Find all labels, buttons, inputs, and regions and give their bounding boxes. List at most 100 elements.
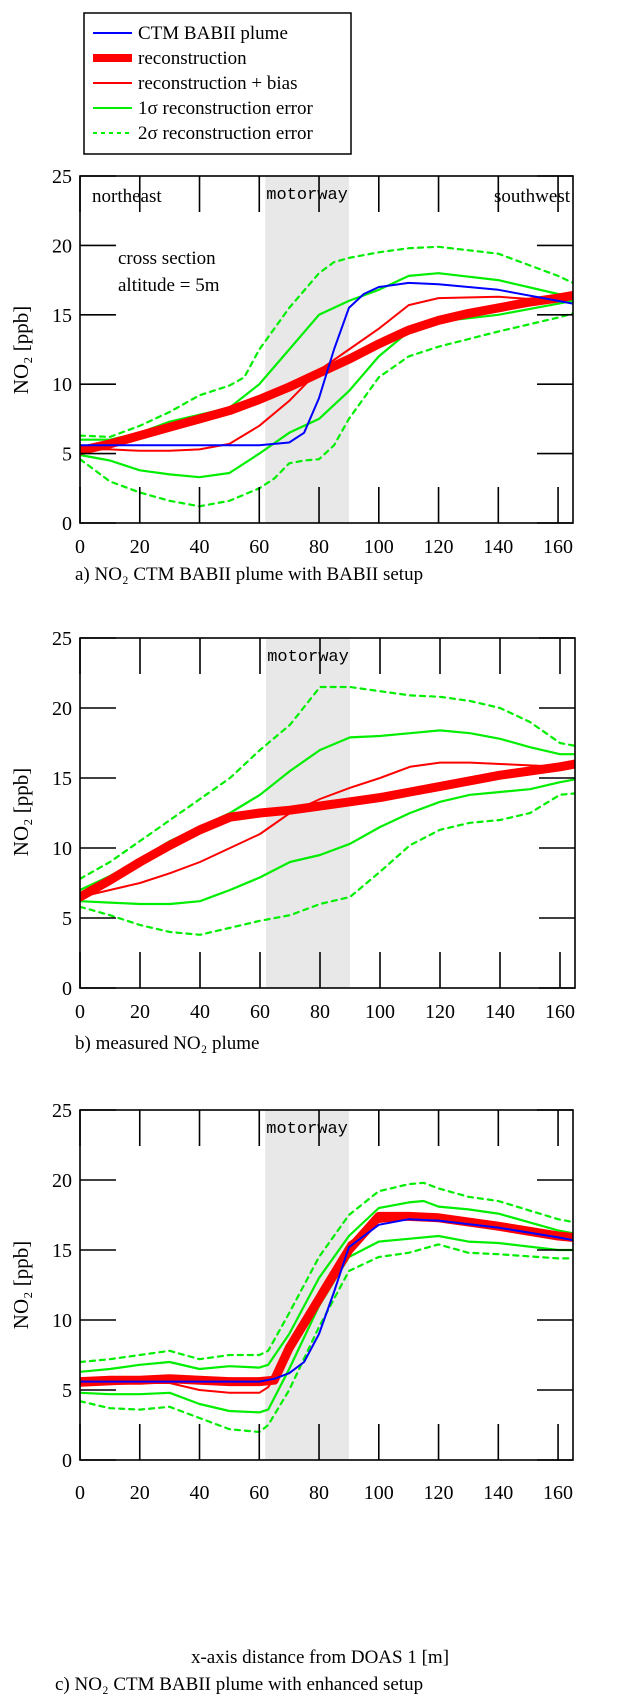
series-line-err2-0 — [80, 245, 573, 438]
motorway-label: motorway — [266, 1120, 348, 1139]
x-tick-label: 160 — [545, 1001, 575, 1023]
y-tick-label: 0 — [62, 1450, 72, 1472]
motorway-band — [265, 1110, 349, 1460]
legend-entry-bias: reconstruction + bias — [93, 73, 298, 94]
y-tick-label: 20 — [52, 698, 72, 720]
annotation-northeast: northeast — [92, 186, 162, 207]
series-group — [80, 1181, 573, 1434]
y-tick-label: 25 — [52, 166, 72, 188]
series-line-ctm-6 — [80, 1218, 573, 1383]
x-tick-label: 40 — [190, 536, 210, 558]
y-axis-label: NO₂ [ppb] — [9, 306, 33, 394]
x-tick-label: 160 — [543, 536, 573, 558]
series-line-err2-0 — [80, 685, 575, 880]
x-tick-label: 140 — [483, 1482, 513, 1504]
legend-label-ctm: CTM BABII plume — [138, 23, 288, 44]
plot-frame — [79, 637, 576, 989]
series-group — [80, 685, 575, 936]
x-tick-label: 80 — [309, 1482, 329, 1504]
legend-label-reconstruction: reconstruction — [138, 48, 247, 69]
x-tick-label: 60 — [250, 1001, 270, 1023]
x-tick-label: 0 — [75, 1001, 85, 1023]
y-tick-label: 15 — [52, 305, 72, 327]
series-line-err1-3 — [80, 1234, 573, 1414]
annotation-cross-section: cross section — [118, 248, 216, 269]
plot-frame — [79, 175, 574, 524]
x-tick-label: 0 — [75, 1482, 85, 1504]
x-axis-label: x-axis distance from DOAS 1 [m] — [191, 1647, 449, 1668]
x-tick-label: 40 — [190, 1482, 210, 1504]
motorway-band — [265, 176, 349, 523]
series-line-recon-5 — [80, 290, 573, 456]
legend-label-bias: reconstruction + bias — [138, 73, 298, 94]
panel-caption: c) NO₂ CTM BABII plume with enhanced set… — [55, 1674, 423, 1695]
x-tick-label: 140 — [483, 536, 513, 558]
legend-label-err1: 1σ reconstruction error — [138, 98, 314, 119]
y-tick-label: 20 — [52, 1170, 72, 1192]
series-line-err2-1 — [80, 792, 575, 936]
y-tick-label: 10 — [52, 1310, 72, 1332]
x-tick-label: 140 — [485, 1001, 515, 1023]
x-tick-label: 20 — [130, 536, 150, 558]
series-group — [80, 245, 573, 508]
x-tick-label: 100 — [365, 1001, 395, 1023]
series-line-err1-3 — [80, 778, 575, 906]
x-tick-label: 20 — [130, 1001, 150, 1023]
x-tick-label: 40 — [190, 1001, 210, 1023]
x-tick-label: 20 — [130, 1482, 150, 1504]
series-line-err1-2 — [80, 1199, 573, 1373]
chart-panel-c: motorway 0 5 10 15 20 25 0 20 40 60 80 100 120 140 160 N… — [9, 1100, 574, 1695]
x-tick-label: 120 — [424, 1482, 454, 1504]
y-tick-label: 5 — [62, 908, 72, 930]
legend-entry-reconstruction: reconstruction — [93, 48, 247, 69]
y-tick-label: 5 — [62, 1380, 72, 1402]
y-tick-label: 15 — [52, 1240, 72, 1262]
panel-caption: b) measured NO₂ plume — [75, 1033, 259, 1054]
chart-panel-a: motorway 0 5 10 15 20 25 0 20 40 60 80 100 120 140 160 N… — [9, 166, 574, 585]
x-tick-label: 100 — [364, 536, 394, 558]
x-tick-label: 0 — [75, 536, 85, 558]
y-tick-label: 25 — [52, 1100, 72, 1122]
chart-panel-b: motorway 0 5 10 15 20 25 0 20 40 60 80 100 120 140 160 N… — [9, 628, 576, 1054]
series-line-bias-4 — [80, 761, 575, 898]
x-tick-label: 60 — [249, 1482, 269, 1504]
series-line-err2-0 — [80, 1181, 573, 1364]
x-tick-label: 80 — [310, 1001, 330, 1023]
y-tick-label: 10 — [52, 838, 72, 860]
series-line-recon-5 — [80, 759, 575, 902]
y-tick-label: 5 — [62, 444, 72, 466]
annotation-altitude: altitude = 5m — [118, 275, 220, 296]
series-line-ctm-6 — [80, 281, 573, 447]
legend: CTM BABII plume reconstruction reconstru… — [83, 12, 352, 155]
x-tick-label: 120 — [425, 1001, 455, 1023]
series-line-err2-1 — [80, 1243, 573, 1434]
series-line-bias-4 — [80, 295, 573, 452]
annotation-southwest: southwest — [494, 186, 571, 207]
y-tick-label: 0 — [62, 513, 72, 535]
series-line-err1-3 — [80, 299, 573, 479]
y-tick-label: 10 — [52, 374, 72, 396]
x-tick-label: 120 — [424, 536, 454, 558]
x-tick-label: 80 — [309, 536, 329, 558]
legend-label-err2: 2σ reconstruction error — [138, 123, 314, 144]
y-tick-label: 25 — [52, 628, 72, 650]
y-tick-label: 0 — [62, 978, 72, 1000]
y-tick-label: 15 — [52, 768, 72, 790]
motorway-label: motorway — [266, 186, 348, 205]
motorway-label: motorway — [267, 648, 349, 667]
x-tick-label: 60 — [249, 536, 269, 558]
x-tick-label: 160 — [543, 1482, 573, 1504]
plot-frame — [79, 1109, 574, 1461]
series-line-recon-5 — [80, 1211, 573, 1387]
legend-entry-err1: 1σ reconstruction error — [93, 98, 314, 119]
legend-entry-ctm: CTM BABII plume — [93, 23, 288, 44]
panel-caption: a) NO₂ CTM BABII plume with BABII setup — [75, 564, 423, 585]
y-axis-label: NO₂ [ppb] — [9, 1241, 33, 1329]
x-tick-label: 100 — [364, 1482, 394, 1504]
legend-entry-err2: 2σ reconstruction error — [93, 123, 314, 144]
y-tick-label: 20 — [52, 235, 72, 257]
series-line-err2-1 — [80, 312, 573, 508]
y-axis-label: NO₂ [ppb] — [9, 768, 33, 856]
